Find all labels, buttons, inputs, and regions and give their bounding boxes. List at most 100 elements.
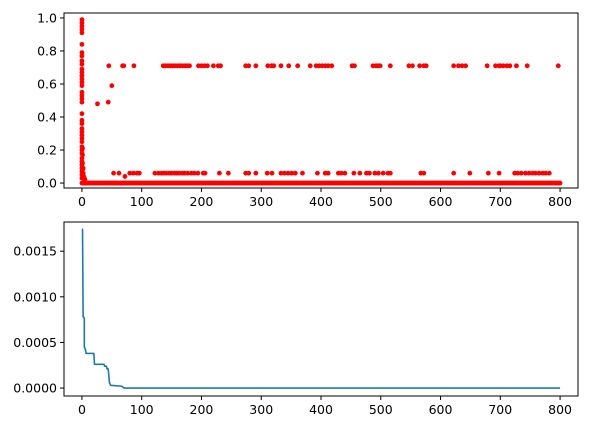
data-point	[451, 170, 457, 176]
data-point	[329, 63, 335, 69]
data-point	[410, 63, 415, 69]
top-chart-ticks: 0 100 200 300 400 500 600 700 800 0.0 0.2 0.4 0.6 0.8…	[37, 10, 572, 209]
data-point	[459, 63, 465, 69]
data-point	[79, 70, 85, 75]
data-point	[543, 170, 549, 176]
data-point	[300, 170, 305, 176]
data-point	[79, 89, 85, 95]
x-tick-label: 200	[190, 194, 214, 209]
data-point	[105, 99, 111, 105]
data-point	[79, 126, 85, 131]
data-point	[286, 63, 292, 69]
data-point	[80, 145, 85, 151]
data-point	[122, 174, 128, 179]
x-tick-label: 800	[548, 194, 572, 209]
data-point	[325, 63, 331, 69]
data-point	[106, 63, 112, 69]
data-point	[271, 63, 277, 69]
data-point	[185, 170, 191, 176]
data-point	[79, 66, 85, 72]
data-point	[216, 170, 222, 176]
data-point	[79, 53, 85, 59]
data-point	[246, 170, 252, 176]
bottom-line-chart: 0 100 200 300 400 500 600 700 800 0.0000 0.0005 0.0…	[13, 221, 579, 417]
data-point	[357, 170, 363, 176]
data-point	[80, 160, 85, 166]
x-tick-label: 200	[190, 402, 214, 417]
data-point	[95, 101, 100, 107]
data-point	[121, 63, 127, 69]
x-tick-label: 500	[369, 402, 393, 417]
data-point	[211, 63, 216, 69]
data-point	[555, 63, 561, 69]
data-point	[79, 23, 85, 29]
data-point	[79, 93, 85, 98]
data-point	[278, 63, 284, 69]
top-chart-points	[79, 17, 563, 186]
data-point	[79, 121, 85, 127]
x-tick-label: 700	[488, 402, 512, 417]
data-point	[111, 170, 117, 176]
data-point	[79, 50, 85, 56]
data-point	[136, 170, 142, 176]
bottom-chart-line	[81, 228, 561, 389]
data-point	[253, 170, 259, 176]
data-point	[225, 170, 231, 176]
data-point	[295, 63, 301, 69]
data-point	[80, 152, 85, 158]
y-tick-label: 0.4	[37, 110, 57, 125]
data-point	[523, 170, 528, 176]
data-point	[456, 63, 461, 69]
data-point	[289, 170, 295, 176]
y-tick-label: 0.8	[37, 43, 57, 58]
y-tick-label: 0.0010	[13, 289, 57, 304]
data-point	[380, 170, 386, 176]
data-point	[507, 63, 513, 69]
data-point	[387, 63, 393, 69]
data-point	[367, 170, 372, 176]
bottom-chart-frame	[63, 221, 579, 397]
data-point	[80, 165, 86, 171]
data-point	[152, 170, 158, 176]
data-point	[536, 170, 542, 176]
data-point	[421, 170, 427, 176]
series-line	[81, 228, 561, 389]
data-point	[325, 170, 331, 176]
data-point	[269, 170, 275, 176]
data-point	[130, 170, 136, 176]
data-point	[451, 63, 457, 69]
data-point	[79, 73, 85, 79]
data-point	[375, 170, 381, 176]
data-point	[79, 83, 85, 89]
x-tick-label: 800	[548, 402, 572, 417]
data-point	[292, 170, 298, 176]
x-tick-label: 400	[309, 194, 333, 209]
x-tick-label: 400	[309, 402, 333, 417]
data-point	[79, 139, 85, 145]
data-point	[79, 129, 85, 135]
x-tick-label: 700	[488, 194, 512, 209]
x-tick-label: 300	[249, 402, 273, 417]
data-point	[79, 79, 85, 85]
data-point	[484, 63, 490, 69]
data-point	[338, 170, 344, 176]
data-point	[467, 170, 473, 176]
x-tick-label: 100	[130, 402, 154, 417]
data-point	[526, 170, 532, 176]
data-point	[285, 170, 291, 176]
data-point	[546, 170, 552, 176]
data-point	[557, 180, 563, 186]
data-point	[79, 76, 85, 82]
data-point	[278, 170, 284, 176]
data-point	[265, 63, 271, 69]
data-point	[109, 83, 115, 89]
data-point	[253, 63, 259, 69]
data-point	[387, 170, 393, 176]
data-point	[493, 63, 498, 69]
data-point	[79, 132, 85, 138]
y-tick-label: 0.6	[37, 76, 57, 91]
y-tick-label: 0.0	[37, 176, 57, 191]
data-point	[195, 170, 201, 176]
data-point	[524, 63, 530, 69]
